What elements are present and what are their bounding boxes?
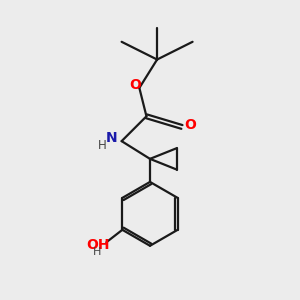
Text: O: O: [184, 118, 196, 132]
Text: H: H: [98, 139, 106, 152]
Text: N: N: [106, 131, 118, 145]
Text: H: H: [93, 247, 102, 257]
Text: O: O: [129, 78, 141, 92]
Text: OH: OH: [86, 238, 109, 252]
